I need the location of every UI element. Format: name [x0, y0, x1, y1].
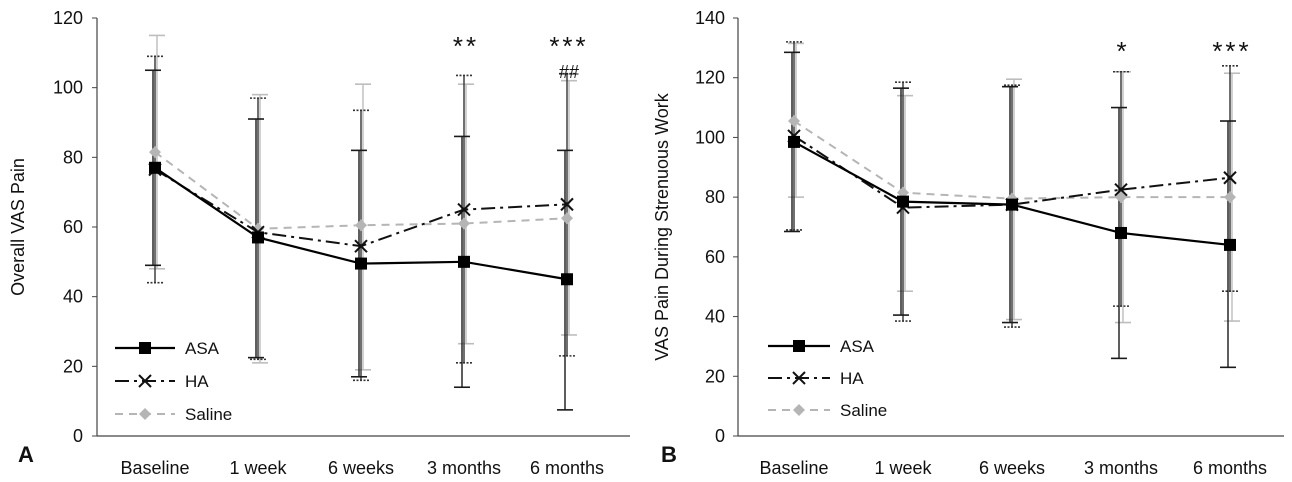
significance-annotation: ##: [559, 62, 579, 82]
data-point-asa: [1006, 198, 1018, 211]
data-point-asa: [1115, 226, 1127, 239]
legend-marker-ha: [792, 371, 806, 385]
y-tick-label: 20: [705, 366, 725, 386]
legend-label-asa: ASA: [185, 339, 220, 358]
legend-marker-saline: [793, 404, 805, 416]
y-axis-title: VAS Pain During Strenuous Work: [652, 92, 672, 360]
legend-label-saline: Saline: [185, 405, 232, 424]
legend-item-ha: HA: [768, 369, 864, 388]
y-tick-label: 140: [695, 8, 725, 28]
data-point-ha-stroke-2: [1223, 171, 1237, 185]
data-point-saline: [1115, 191, 1127, 204]
legend-item-saline: Saline: [115, 405, 232, 424]
data-point-ha-stroke-2: [1114, 182, 1128, 197]
panel-b: 0 20 40 60 80 100 120 140 Baseline 1 week 6 weeks 3…: [652, 8, 1284, 478]
legend-item-saline: Saline: [768, 401, 887, 420]
legend-marker-saline: [139, 408, 151, 420]
legend-marker-ha: [138, 374, 152, 388]
legend-label-ha: HA: [840, 369, 864, 388]
data-point-asa: [1224, 238, 1236, 251]
data-point-ha-stroke-2: [354, 239, 368, 253]
series-line-ha: [793, 135, 1231, 209]
data-point-saline: [561, 212, 573, 225]
x-tick-label: 6 months: [530, 458, 604, 478]
data-point-ha: [560, 197, 574, 212]
legend-marker-asa: [139, 342, 151, 354]
data-point-ha: [457, 202, 471, 217]
panel-a: 0 20 40 60 80 100 120 Baseline 1 week 6 weeks 3 mo…: [8, 8, 630, 478]
x-tick-label: 6 weeks: [328, 458, 394, 478]
x-tick-label: 6 weeks: [979, 458, 1045, 478]
significance-annotation: ***: [549, 31, 588, 61]
legend-marker-ha-stroke-2: [792, 371, 806, 385]
x-tick-label: 1 week: [229, 458, 287, 478]
x-tick-label: Baseline: [759, 458, 828, 478]
x-tick-label: 3 months: [427, 458, 501, 478]
y-tick-label: 100: [53, 78, 83, 98]
significance-annotation: **: [453, 31, 479, 61]
y-tick-label: 40: [705, 307, 725, 327]
data-point-asa: [561, 273, 573, 286]
significance-annotation: *: [1116, 36, 1129, 66]
legend-marker-ha-stroke-2: [138, 374, 152, 388]
x-tick-label: 3 months: [1084, 458, 1158, 478]
data-point-ha: [1223, 171, 1237, 185]
data-point-asa: [897, 195, 909, 208]
panel-letter: A: [18, 442, 34, 467]
data-point-ha: [1114, 182, 1128, 197]
y-tick-label: 0: [715, 426, 725, 446]
y-tick-label: 60: [705, 247, 725, 267]
x-tick-label: Baseline: [120, 458, 189, 478]
data-point-asa: [788, 135, 800, 148]
legend-label-saline: Saline: [840, 401, 887, 420]
panel-letter: B: [661, 442, 677, 467]
legend-label-ha: HA: [185, 372, 209, 391]
data-point-asa: [458, 255, 470, 268]
data-point-asa: [355, 257, 367, 270]
y-tick-label: 120: [53, 8, 83, 28]
y-tick-label: 80: [705, 187, 725, 207]
y-tick-label: 20: [63, 356, 83, 376]
y-tick-label: 80: [63, 147, 83, 167]
data-point-ha-stroke-2: [560, 197, 574, 212]
legend-item-asa: ASA: [115, 339, 220, 358]
data-point-saline: [355, 219, 367, 232]
x-tick-label: 1 week: [874, 458, 932, 478]
x-tick-label: 6 months: [1193, 458, 1267, 478]
y-tick-label: 0: [73, 426, 83, 446]
legend-item-ha: HA: [115, 372, 209, 391]
y-axis-title: Overall VAS Pain: [8, 158, 28, 296]
data-point-asa: [149, 161, 161, 174]
legend-item-asa: ASA: [768, 337, 875, 356]
data-point-saline: [458, 217, 470, 230]
significance-annotation: ***: [1212, 36, 1251, 66]
legend-marker-asa: [793, 340, 805, 352]
legend-label-asa: ASA: [840, 337, 875, 356]
y-tick-label: 120: [695, 68, 725, 88]
data-point-saline: [1224, 191, 1236, 204]
y-tick-label: 40: [63, 287, 83, 307]
data-point-saline: [149, 146, 161, 159]
data-point-ha: [354, 239, 368, 253]
y-tick-label: 60: [63, 217, 83, 237]
data-point-ha-stroke-2: [457, 202, 471, 217]
y-tick-label: 100: [695, 127, 725, 147]
data-point-saline: [788, 115, 800, 128]
data-point-asa: [252, 231, 264, 244]
